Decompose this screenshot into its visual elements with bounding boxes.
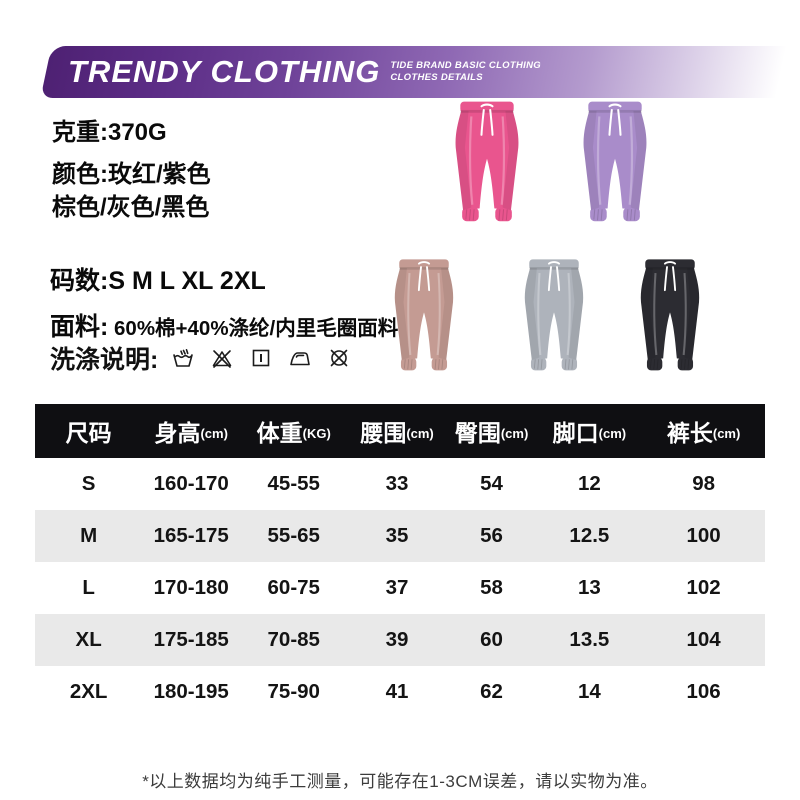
wash-label: 洗涤说明: (50, 346, 159, 374)
cell-leg-opening: 12.5 (569, 524, 610, 547)
cell-weight: 45-55 (267, 472, 320, 495)
header-waist: 腰围 (cm) (360, 420, 434, 446)
fabric-value: 60%棉+40%涤纶/内里毛圈面料 (108, 317, 399, 340)
cell-size: XL (75, 628, 102, 651)
pants-image-purple (568, 98, 662, 236)
cell-hip: 54 (480, 472, 503, 495)
table-row-2xl: 2XL 180-195 75-90 41 62 14 106 (35, 666, 765, 718)
fabric-label: 面料: (50, 313, 109, 341)
table-row-l: L 170-180 60-75 37 58 13 102 (35, 562, 765, 614)
cell-pant-length: 102 (686, 576, 721, 599)
cell-height: 165-175 (153, 524, 229, 547)
iron-icon (290, 352, 311, 366)
cell-pant-length: 98 (692, 472, 716, 495)
cell-waist: 39 (385, 628, 409, 651)
cell-leg-opening: 13 (577, 576, 601, 599)
cell-hip: 58 (480, 576, 503, 599)
cell-leg-opening: 13.5 (569, 628, 610, 651)
size-options-text: 码数:S M L XL 2XL (50, 267, 266, 295)
do-not-bleach-icon (213, 350, 232, 368)
fabric-weight-text: 克重:370G (52, 119, 167, 146)
brand-banner: TRENDY CLOTHING TIDE BRAND BASIC CLOTHIN… (40, 46, 800, 98)
cell-hip: 62 (480, 680, 503, 703)
brand-subtitle: TIDE BRAND BASIC CLOTHING CLOTHES DETAIL… (390, 60, 541, 84)
header-height: 身高 (cm) (154, 420, 228, 446)
size-chart-header-row: 尺码 身高 (cm) 体重 (KG) 腰围 (cm) 臀围 (cm) 脚口 (cm) 裤长… (35, 404, 765, 458)
color-options-line2: 棕色/灰色/黑色 (52, 194, 210, 221)
cell-size: M (80, 524, 98, 547)
cell-waist: 41 (385, 680, 409, 703)
size-chart-table: 尺码 身高 (cm) 体重 (KG) 腰围 (cm) 臀围 (cm) 脚口 (cm) 裤长… (35, 404, 765, 718)
table-row-xl: XL 175-185 70-85 39 60 13.5 104 (35, 614, 765, 666)
pants-image-rose (440, 98, 534, 236)
table-row-s: S 160-170 45-55 33 54 12 98 (35, 458, 765, 510)
header-weight: 体重 (KG) (256, 420, 331, 446)
cell-size: L (82, 576, 95, 599)
cell-waist: 35 (385, 524, 409, 547)
cell-height: 160-170 (153, 472, 229, 495)
cell-waist: 33 (385, 472, 409, 495)
cell-waist: 37 (385, 576, 409, 599)
cell-hip: 60 (480, 628, 503, 651)
hand-wash-icon (173, 349, 194, 367)
cell-size: 2XL (69, 680, 108, 703)
fabric-composition: 面料: 60%棉+40%涤纶/内里毛圈面料 (50, 307, 398, 343)
color-options-line1: 颜色:玫红/紫色 (52, 161, 211, 188)
cell-weight: 75-90 (267, 680, 320, 703)
brand-subtitle-line1: TIDE BRAND BASIC CLOTHING (390, 60, 541, 72)
washing-instructions: 洗涤说明: (50, 340, 351, 376)
cell-weight: 55-65 (267, 524, 320, 547)
brand-title: TRENDY CLOTHING (68, 54, 381, 89)
cell-pant-length: 104 (686, 628, 721, 651)
cell-height: 180-195 (153, 680, 229, 703)
drip-dry-icon (253, 349, 270, 367)
table-row-m: M 165-175 55-65 35 56 12.5 100 (35, 510, 765, 562)
cell-weight: 70-85 (267, 628, 320, 651)
cell-weight: 60-75 (267, 576, 320, 599)
do-not-dry-clean-icon (331, 349, 348, 367)
cell-pant-length: 106 (686, 680, 721, 703)
header-size: 尺码 (65, 420, 112, 446)
cell-hip: 56 (480, 524, 503, 547)
pants-image-gray (510, 256, 598, 384)
cell-size: S (81, 472, 96, 495)
cell-leg-opening: 12 (577, 472, 601, 495)
header-pant-length: 裤长 (cm) (666, 420, 741, 446)
header-leg-opening: 脚口 (cm) (552, 420, 627, 446)
pants-image-black (626, 256, 714, 384)
cell-pant-length: 100 (686, 524, 721, 547)
brand-subtitle-line2: CLOTHES DETAILS (390, 72, 483, 83)
cell-height: 170-180 (153, 576, 229, 599)
pants-image-brown (380, 256, 468, 384)
header-hip: 臀围 (cm) (454, 420, 529, 446)
cell-height: 175-185 (153, 628, 229, 651)
measurement-disclaimer: *以上数据均为纯手工测量，可能存在1-3CM误差，请以实物为准。 (142, 772, 658, 791)
cell-leg-opening: 14 (577, 680, 601, 703)
